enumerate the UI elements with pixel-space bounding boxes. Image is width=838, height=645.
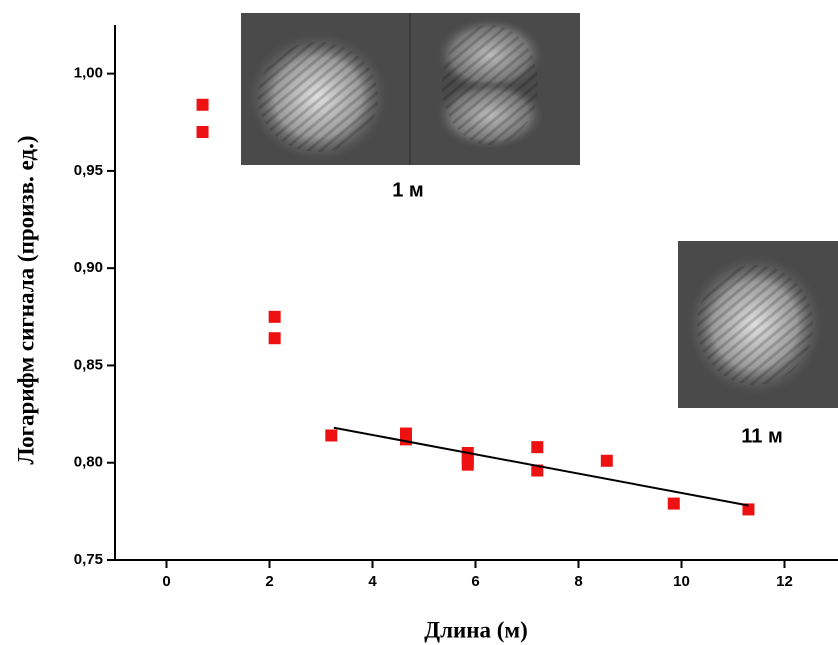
data-point (399, 433, 412, 446)
data-point (531, 464, 544, 477)
annotation: 11 м (741, 425, 783, 447)
y-axis-label: Логарифм сигнала (произв. ед.) (13, 136, 38, 465)
y-tick-label: 0,95 (74, 162, 103, 179)
y-tick-label: 0,90 (74, 259, 103, 276)
annotation: 1 м (392, 179, 423, 201)
inset-images (241, 13, 838, 408)
data-point (742, 503, 755, 516)
x-tick-label: 10 (673, 573, 690, 590)
y-tick-label: 0,85 (74, 356, 103, 373)
x-tick-label: 8 (574, 573, 582, 590)
data-point (268, 310, 281, 323)
x-tick-label: 2 (265, 573, 273, 590)
data-point (461, 458, 474, 471)
y-tick-label: 0,75 (74, 551, 103, 568)
data-point (196, 98, 209, 111)
fit-line (333, 426, 749, 507)
x-tick-label: 6 (471, 573, 479, 590)
data-point (531, 441, 544, 454)
y-tick-label: 1,00 (74, 65, 103, 82)
x-tick-label: 12 (776, 573, 793, 590)
x-axis-label: Длина (м) (424, 617, 527, 642)
x-tick-label: 0 (162, 573, 170, 590)
data-point (196, 126, 209, 138)
x-tick-label: 4 (368, 573, 377, 590)
data-point (325, 429, 338, 442)
data-point (600, 454, 613, 467)
data-point (667, 497, 680, 510)
y-tick-label: 0,80 (74, 454, 103, 471)
data-point (268, 332, 281, 345)
